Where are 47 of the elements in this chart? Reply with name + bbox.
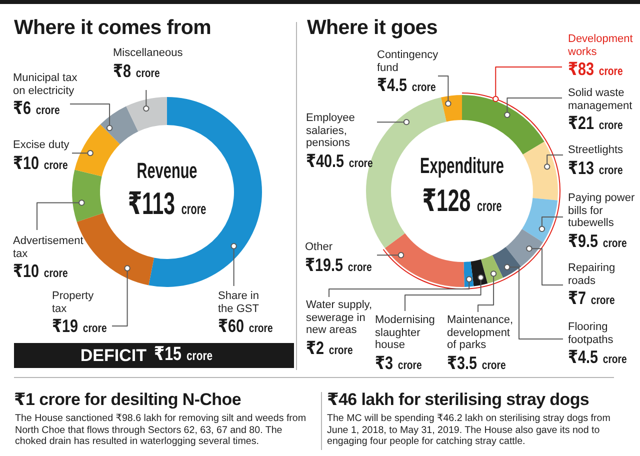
data-label: ₹10 crore xyxy=(13,261,68,281)
slice-label: Miscellaneous xyxy=(113,47,184,60)
slice-label: Property tax xyxy=(52,290,95,315)
text: ₹128 crore xyxy=(422,183,502,218)
slice-label: Water supply, sewerage in new areas xyxy=(306,299,372,336)
data-label: ₹9.5 crore xyxy=(568,230,627,250)
slice-label: Streetlights xyxy=(568,144,624,156)
data-label: ₹19.5 crore xyxy=(305,254,372,274)
data-label: ₹2 crore xyxy=(306,338,353,358)
text: ₹113 crore xyxy=(128,186,206,221)
data-label: ₹13 crore xyxy=(568,158,623,178)
text: Expenditure xyxy=(420,153,504,179)
slice-label: Other xyxy=(305,241,334,254)
slice-label: Maintenance, development of parks xyxy=(447,314,514,352)
text: ₹1 crore for desilting N-Choe xyxy=(14,390,241,410)
data-label: ₹4.5 crore xyxy=(568,347,627,367)
data-label: ₹10 crore xyxy=(13,152,68,172)
chart-title: Where it comes from xyxy=(14,16,212,40)
data-label: ₹3 crore xyxy=(375,352,422,372)
data-label: ₹4.5 crore xyxy=(377,75,436,95)
data-label: ₹7 crore xyxy=(568,288,615,308)
slice-label: Municipal tax on electricity xyxy=(13,72,78,97)
data-label: ₹3.5 crore xyxy=(447,352,506,372)
text: ₹46 lakh for sterilising stray dogs xyxy=(327,390,590,410)
slice-label: Repairing roads xyxy=(568,262,616,287)
slice-label: Paying power bills for tubewells xyxy=(568,192,636,230)
slice-label: Contingency fund xyxy=(377,49,440,74)
data-label: ₹21 crore xyxy=(568,113,623,133)
text: The House sanctioned ₹98.6 lakh for removing silt and weeds from North Choe that flows through Sectors 62, 63, 67 and 80. The choked drain has resulted in waterlogging several times. xyxy=(15,413,308,448)
data-label: ₹8 crore xyxy=(113,60,160,80)
slice-label: Flooring footpaths xyxy=(568,321,614,346)
banner: DEFICIT ₹15 crore xyxy=(14,343,294,368)
text: Development works xyxy=(568,33,634,58)
text: Revenue xyxy=(136,158,198,184)
chart-title: Where it goes xyxy=(307,16,438,40)
slice-label: Advertisement tax xyxy=(13,235,84,260)
slice-label: Modernising slaughter house xyxy=(375,314,436,352)
text: The MC will be spending ₹46.2 lakh on sterilising stray dogs from June 1, 2018, to May 31, 2019. The House also gave its nod to engaging four people for catching stray cattle. xyxy=(327,413,612,448)
data-label: ₹6 crore xyxy=(13,98,60,118)
data-label: ₹60 crore xyxy=(218,316,273,336)
data-label: ₹40.5 crore xyxy=(306,150,373,170)
slice-label: Excise duty xyxy=(13,139,70,152)
data-label: ₹19 crore xyxy=(52,316,107,336)
slice-label: Share in the GST xyxy=(218,290,260,315)
slice-label: Employee salaries, pensions xyxy=(306,112,356,150)
text: ₹83 crore xyxy=(568,59,623,79)
slice-label: Solid waste management xyxy=(568,87,634,112)
